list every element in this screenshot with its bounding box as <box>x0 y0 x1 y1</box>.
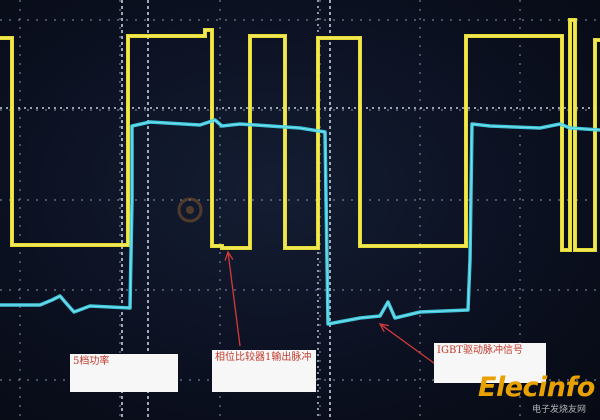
cyan-waveform-highlight <box>0 119 600 325</box>
annotation-arrows <box>224 250 439 367</box>
watermark-circle-icon <box>177 197 203 223</box>
yellow-trace-pulse <box>0 18 600 252</box>
brand-watermark: Elecinfo <box>478 372 595 403</box>
label-power-level: 5档功率 <box>70 354 178 392</box>
brand-watermark-sub: 电子发烧友网 <box>532 405 587 415</box>
label-igbt-drive: IGBT驱动脉冲信号 <box>434 343 546 383</box>
cyan-trace-igbt-drive <box>0 118 600 326</box>
red-arrowhead-icon <box>378 323 389 333</box>
red-arrow-icon <box>379 323 439 367</box>
yellow-waveform-highlight <box>0 19 600 251</box>
watermark-logo-icon <box>176 196 426 224</box>
label-comparator-output: 相位比较器1输出脉冲 <box>212 350 316 392</box>
red-arrowhead-icon <box>224 250 234 261</box>
red-arrow-icon <box>227 251 241 347</box>
